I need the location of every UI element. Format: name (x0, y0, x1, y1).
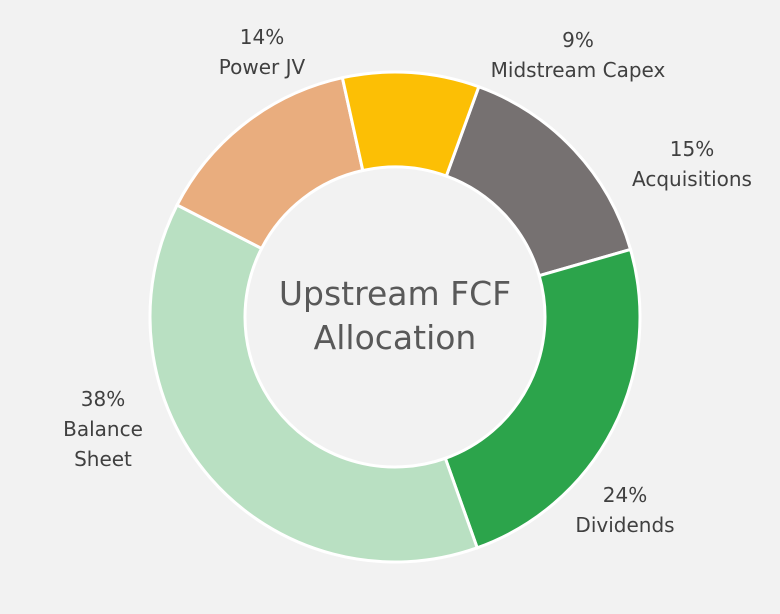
donut-slice (443, 247, 642, 550)
donut-slice (340, 70, 481, 178)
slice-percent-label: 14% (240, 25, 284, 49)
slice-labels: 15% Acquisitions 24% Dividends 38% Balance She… (63, 25, 752, 537)
donut-slice (148, 202, 480, 564)
slice-percent-label: 38% (81, 387, 125, 411)
center-title: Upstream FCF (279, 274, 511, 313)
slice-name-label: Sheet (74, 447, 132, 471)
donut-slices (148, 70, 642, 564)
slice-percent-label: 24% (603, 483, 647, 507)
slice-percent-label: 9% (562, 28, 594, 52)
slice-name-label: Midstream Capex (491, 58, 666, 82)
slice-name-label: Power JV (219, 55, 306, 79)
center-subtitle: Allocation (314, 318, 477, 357)
slice-name-label: Acquisitions (632, 167, 752, 191)
slice-name-label: Dividends (575, 513, 674, 537)
slice-percent-label: 15% (670, 137, 714, 161)
donut-slice (444, 84, 633, 278)
slice-name-label: Balance (63, 417, 143, 441)
